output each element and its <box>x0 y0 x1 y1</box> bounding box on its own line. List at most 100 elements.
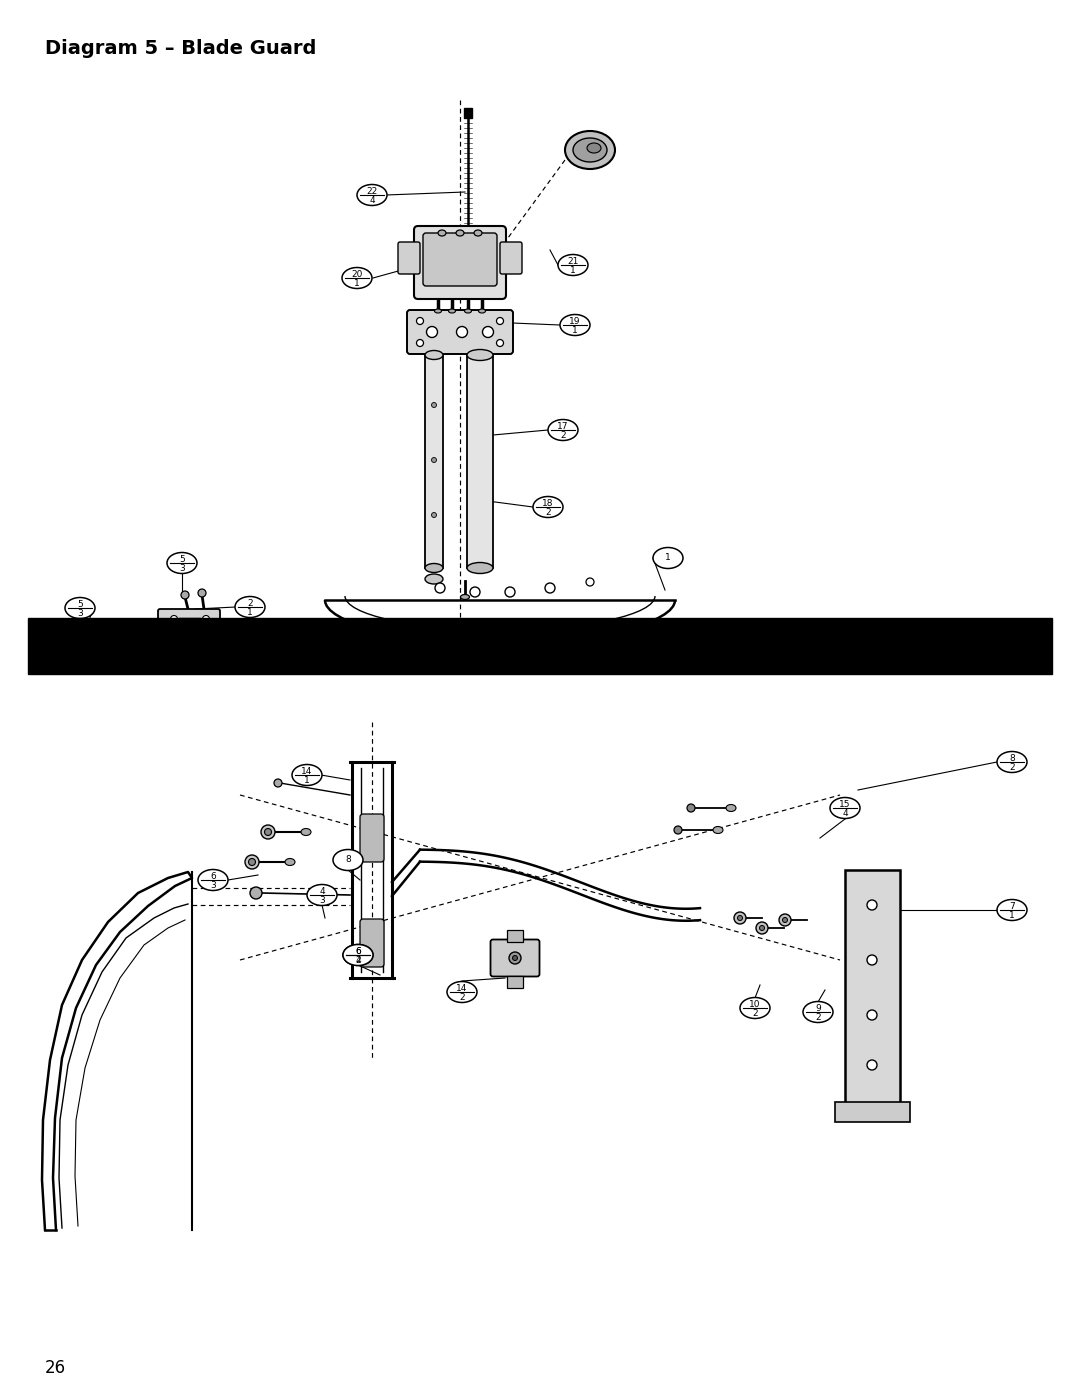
Ellipse shape <box>447 982 477 1003</box>
Text: 21: 21 <box>567 257 579 265</box>
Text: 7: 7 <box>1009 901 1015 911</box>
Circle shape <box>198 590 206 597</box>
Circle shape <box>783 918 787 922</box>
Ellipse shape <box>997 752 1027 773</box>
Ellipse shape <box>831 798 860 819</box>
Text: 8: 8 <box>1009 753 1015 763</box>
Circle shape <box>867 956 877 965</box>
Ellipse shape <box>342 267 372 289</box>
Bar <box>507 977 523 988</box>
FancyBboxPatch shape <box>500 242 522 274</box>
Text: 1: 1 <box>1009 911 1015 919</box>
Text: 15: 15 <box>839 799 851 809</box>
FancyBboxPatch shape <box>158 609 220 661</box>
Text: 19: 19 <box>569 317 581 326</box>
Text: 1: 1 <box>570 265 576 275</box>
Text: 3: 3 <box>319 895 325 904</box>
Text: 14: 14 <box>457 983 468 992</box>
Text: 22: 22 <box>366 187 378 196</box>
Circle shape <box>483 327 494 338</box>
FancyBboxPatch shape <box>178 634 202 650</box>
Circle shape <box>274 780 282 787</box>
Text: 1: 1 <box>354 278 360 288</box>
Ellipse shape <box>474 231 482 236</box>
Ellipse shape <box>434 309 442 313</box>
Ellipse shape <box>460 595 470 599</box>
Text: 6: 6 <box>355 947 361 956</box>
Circle shape <box>435 583 445 592</box>
Circle shape <box>509 951 521 964</box>
Bar <box>70 638 82 647</box>
Ellipse shape <box>438 231 446 236</box>
Text: 14: 14 <box>301 767 313 775</box>
Text: 17: 17 <box>557 422 569 430</box>
Ellipse shape <box>301 828 311 835</box>
Ellipse shape <box>448 309 456 313</box>
Text: 1: 1 <box>247 608 253 616</box>
Ellipse shape <box>343 944 373 965</box>
Text: 1: 1 <box>665 553 671 563</box>
Circle shape <box>513 956 517 961</box>
Ellipse shape <box>534 496 563 517</box>
Ellipse shape <box>426 351 443 359</box>
Ellipse shape <box>997 900 1027 921</box>
Circle shape <box>432 402 436 408</box>
Text: 2: 2 <box>815 1013 821 1021</box>
Text: 6: 6 <box>211 872 216 880</box>
Ellipse shape <box>307 884 337 905</box>
Ellipse shape <box>565 131 615 169</box>
Ellipse shape <box>548 419 578 440</box>
Ellipse shape <box>653 548 683 569</box>
Text: 5: 5 <box>179 555 185 563</box>
Circle shape <box>759 925 765 930</box>
Bar <box>507 930 523 942</box>
Ellipse shape <box>804 1002 833 1023</box>
Bar <box>28 617 1052 673</box>
Ellipse shape <box>167 552 197 574</box>
FancyBboxPatch shape <box>360 919 384 967</box>
Ellipse shape <box>65 598 95 619</box>
Ellipse shape <box>713 827 723 834</box>
Ellipse shape <box>726 805 735 812</box>
Circle shape <box>432 513 436 517</box>
Bar <box>426 355 443 569</box>
FancyBboxPatch shape <box>414 226 507 299</box>
Text: 4: 4 <box>355 956 361 964</box>
Text: 4: 4 <box>320 887 325 895</box>
Circle shape <box>867 900 877 909</box>
Text: 4: 4 <box>369 196 375 204</box>
Text: 6: 6 <box>217 655 222 665</box>
Ellipse shape <box>456 231 464 236</box>
Text: 1: 1 <box>305 775 310 785</box>
Text: 10: 10 <box>750 999 760 1009</box>
Ellipse shape <box>333 849 363 870</box>
Circle shape <box>261 826 275 840</box>
Bar <box>467 355 492 569</box>
Circle shape <box>181 591 189 599</box>
Text: 2: 2 <box>752 1009 758 1017</box>
Ellipse shape <box>205 650 235 671</box>
Circle shape <box>265 828 271 835</box>
Text: 8: 8 <box>346 855 351 865</box>
Circle shape <box>505 587 515 597</box>
Text: 2: 2 <box>561 430 566 440</box>
Text: 5: 5 <box>77 599 83 609</box>
Text: 2: 2 <box>247 598 253 608</box>
Ellipse shape <box>588 142 600 154</box>
FancyBboxPatch shape <box>490 940 540 977</box>
Ellipse shape <box>561 314 590 335</box>
Circle shape <box>417 317 423 324</box>
Text: 3: 3 <box>77 609 83 617</box>
Circle shape <box>674 826 681 834</box>
Circle shape <box>734 912 746 923</box>
Ellipse shape <box>467 349 492 360</box>
Ellipse shape <box>740 997 770 1018</box>
Circle shape <box>497 317 503 324</box>
Bar <box>845 870 900 1111</box>
Circle shape <box>586 578 594 585</box>
Circle shape <box>203 616 210 623</box>
Ellipse shape <box>235 597 265 617</box>
Circle shape <box>417 339 423 346</box>
Text: 3: 3 <box>211 880 216 890</box>
Text: 4: 4 <box>226 633 231 641</box>
